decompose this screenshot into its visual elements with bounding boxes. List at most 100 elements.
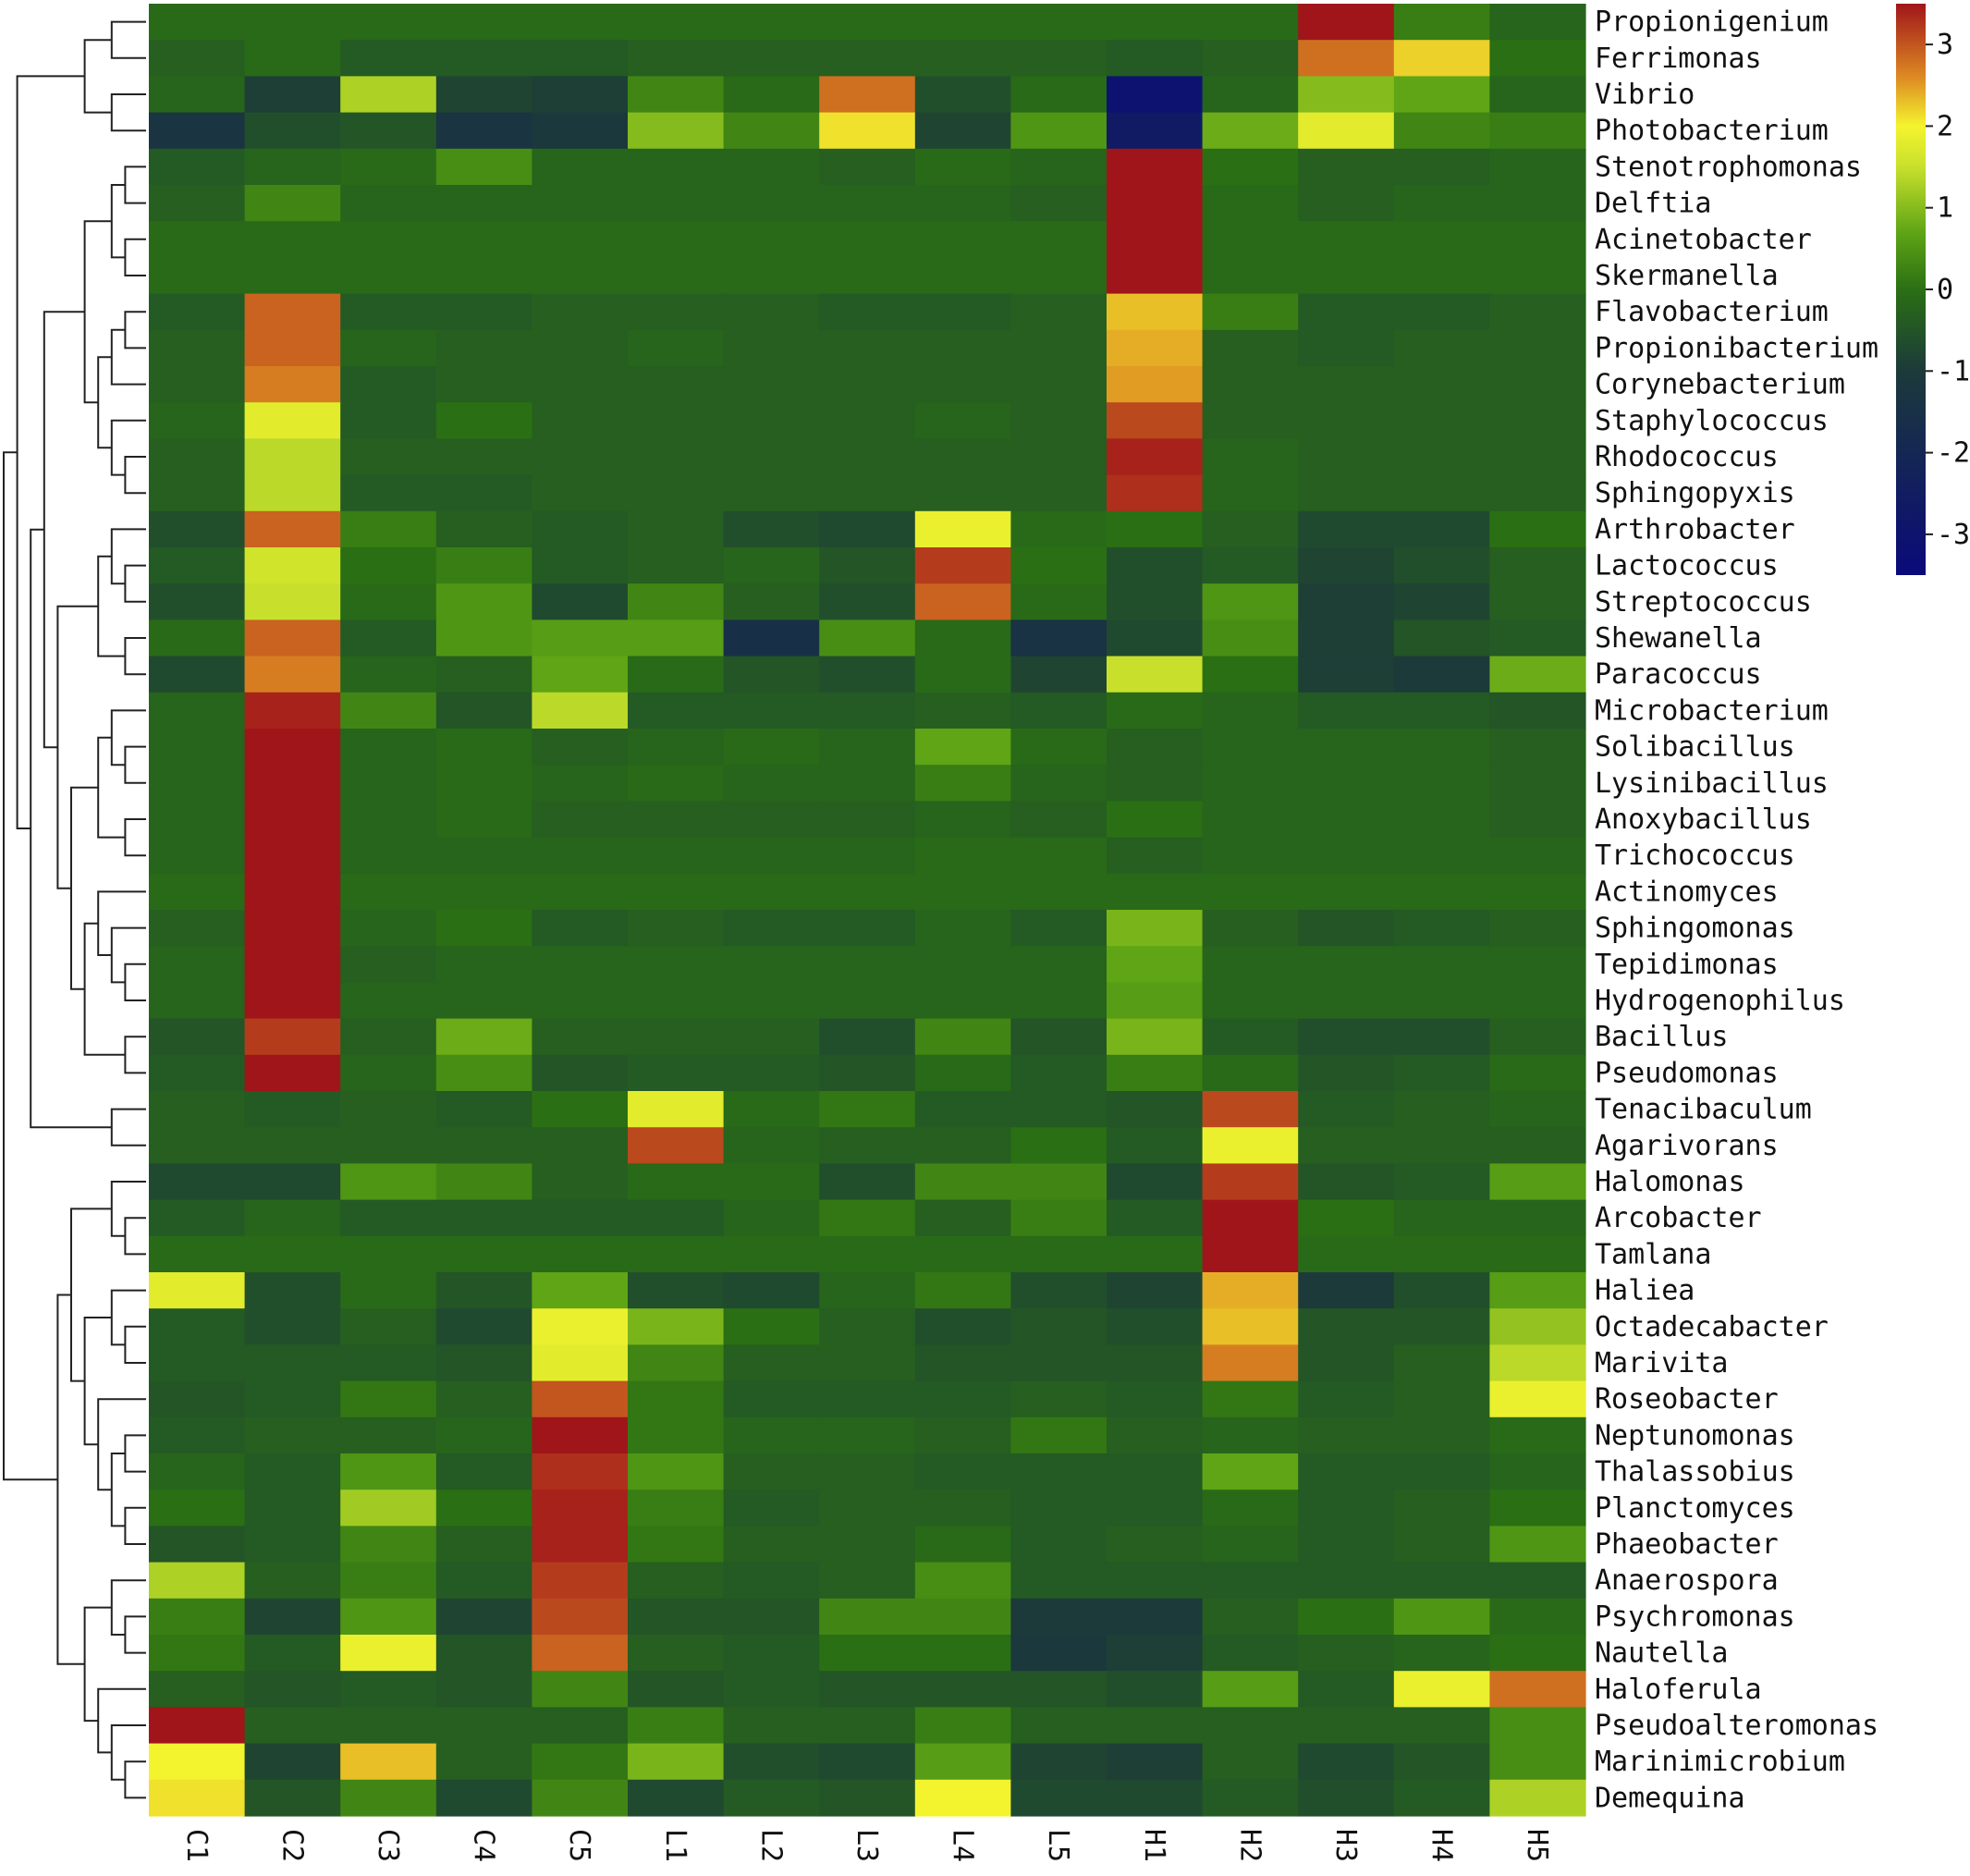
heatmap-cell-phaeobacter-h3 [1298,1526,1395,1563]
heatmap-cell-roseobacter-h3 [1298,1380,1395,1418]
heatmap-cell-paracoccus-h4 [1393,656,1490,693]
heatmap-cell-phaeobacter-l1 [628,1526,725,1563]
row-label: Roseobacter [1595,1383,1779,1416]
heatmap-cells [149,4,1586,1817]
heatmap-cell-rhodococcus-c1 [149,438,246,476]
heatmap-cell-agarivorans-h4 [1393,1127,1490,1164]
heatmap-cell-streptococcus-l5 [1010,583,1107,620]
heatmap-cell-haliea-l2 [723,1272,820,1309]
heatmap-cell-marinimicrobium-l1 [628,1743,725,1781]
color-scale-ticks: 3 2 1 0 -1 -2 -3 [1926,29,1970,551]
color-scale-bar [1896,4,1926,575]
heatmap-cell-haliea-l4 [914,1272,1011,1309]
heatmap-cell-corynebacterium-l2 [723,366,820,403]
heatmap-cell-vibrio-l5 [1010,76,1107,114]
heatmap-cell-streptococcus-c2 [244,583,341,620]
heatmap-cell-psychromonas-c5 [532,1598,629,1636]
heatmap-cell-tenacibaculum-c4 [435,1091,532,1128]
heatmap-cell-sphingomonas-l4 [914,910,1011,947]
heatmap-cell-corynebacterium-l4 [914,366,1011,403]
heatmap-cell-demequina-l4 [914,1779,1011,1817]
heatmap-cell-stenotrophomonas-h5 [1489,148,1586,186]
row-label: Anoxybacillus [1595,803,1812,836]
heatmap-cell-shewanella-c3 [340,619,437,657]
heatmap-cell-propionibacterium-h4 [1393,329,1490,367]
heatmap-cell-microbacterium-l2 [723,692,820,730]
heatmap-cell-acinetobacter-l1 [628,221,725,258]
heatmap-cell-propionibacterium-h1 [1107,329,1204,367]
heatmap-cell-sphingopyxis-c2 [244,474,341,512]
heatmap-cell-staphylococcus-h1 [1107,402,1204,439]
heatmap-cell-tenacibaculum-l5 [1010,1091,1107,1128]
heatmap-cell-acinetobacter-l5 [1010,221,1107,258]
heatmap-cell-paracoccus-l3 [819,656,916,693]
heatmap-cell-actinomyces-c3 [340,873,437,911]
dendrogram-branch [124,1506,146,1545]
heatmap-cell-octadecabacter-h1 [1107,1308,1204,1345]
heatmap-cell-staphylococcus-c4 [435,402,532,439]
dendrogram-branch [43,311,85,749]
heatmap-cell-psychromonas-l1 [628,1598,725,1636]
heatmap-cell-delftia-l3 [819,185,916,222]
heatmap-cell-arcobacter-l1 [628,1199,725,1237]
row-dendrogram [3,20,146,1799]
heatmap-cell-lactococcus-l1 [628,547,725,584]
heatmap-cell-nautella-h5 [1489,1635,1586,1672]
heatmap-cell-microbacterium-c3 [340,692,437,730]
heatmap-cell-photobacterium-h2 [1202,112,1299,150]
heatmap-cell-haliea-h2 [1202,1272,1299,1309]
heatmap-cell-staphylococcus-c5 [532,402,629,439]
heatmap-cell-marinimicrobium-c3 [340,1743,437,1781]
heatmap-cell-paracoccus-h2 [1202,656,1299,693]
heatmap-cell-paracoccus-h3 [1298,656,1395,693]
heatmap-cell-staphylococcus-l5 [1010,402,1107,439]
heatmap-cell-ferrimonas-c4 [435,40,532,77]
heatmap-cell-anaerospora-l1 [628,1562,725,1600]
heatmap-cell-skermanella-l1 [628,257,725,295]
row-label: Anaerospora [1595,1564,1779,1597]
heatmap-cell-propionibacterium-l1 [628,329,725,367]
heatmap-cell-vibrio-h4 [1393,76,1490,114]
heatmap-cell-microbacterium-h1 [1107,692,1204,730]
row-label: Arcobacter [1595,1202,1762,1234]
heatmap-cell-sphingopyxis-h1 [1107,474,1204,512]
heatmap-cell-streptococcus-c5 [532,583,629,620]
heatmap-cell-thalassobius-l5 [1010,1453,1107,1490]
heatmap-cell-neptunomonas-c5 [532,1416,629,1454]
dendrogram-branch [124,456,146,495]
heatmap-cell-streptococcus-h5 [1489,583,1586,620]
heatmap-cell-shewanella-h3 [1298,619,1395,657]
heatmap-cell-staphylococcus-c1 [149,402,246,439]
heatmap-cell-lactococcus-h4 [1393,547,1490,584]
heatmap-cell-nautella-c5 [532,1635,629,1672]
heatmap-cell-haloferula-l3 [819,1671,916,1708]
heatmap-cell-propionigenium-h3 [1298,4,1395,41]
heatmap-cell-vibrio-l3 [819,76,916,114]
heatmap-cell-delftia-l5 [1010,185,1107,222]
dendrogram-branch [110,926,146,984]
heatmap-cell-skermanella-c4 [435,257,532,295]
heatmap-cell-tamlana-h3 [1298,1235,1395,1273]
heatmap-cell-shewanella-h1 [1107,619,1204,657]
heatmap-cell-neptunomonas-c3 [340,1416,437,1454]
heatmap-cell-ferrimonas-l3 [819,40,916,77]
heatmap-cell-phaeobacter-h2 [1202,1526,1299,1563]
heatmap-cell-anaerospora-l5 [1010,1562,1107,1600]
heatmap-cell-microbacterium-c4 [435,692,532,730]
heatmap-cell-vibrio-c5 [532,76,629,114]
heatmap-cell-arthrobacter-c1 [149,510,246,548]
heatmap-cell-neptunomonas-l4 [914,1416,1011,1454]
heatmap-cell-acinetobacter-c2 [244,221,341,258]
heatmap-cell-demequina-l1 [628,1779,725,1817]
heatmap-cell-arthrobacter-l5 [1010,510,1107,548]
heatmap-cell-propionigenium-l1 [628,4,725,41]
heatmap-cell-haloferula-l4 [914,1671,1011,1708]
heatmap-cell-neptunomonas-h5 [1489,1416,1586,1454]
heatmap-cell-delftia-h3 [1298,185,1395,222]
heatmap-cell-lysinibacillus-h3 [1298,765,1395,802]
heatmap-cell-delftia-c1 [149,185,246,222]
heatmap-cell-psychromonas-l5 [1010,1598,1107,1636]
heatmap-cell-thalassobius-h5 [1489,1453,1586,1490]
heatmap-cell-stenotrophomonas-h4 [1393,148,1490,186]
heatmap-cell-haliea-c4 [435,1272,532,1309]
